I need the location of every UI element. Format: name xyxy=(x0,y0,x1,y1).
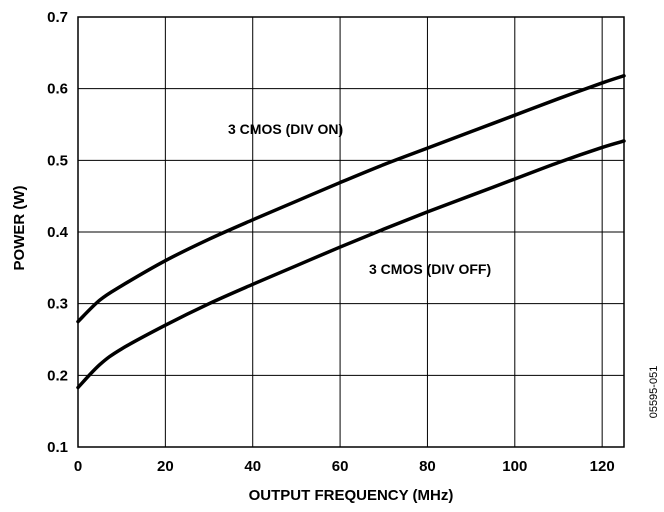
series-line-div-off xyxy=(76,139,626,390)
x-axis-title: OUTPUT FREQUENCY (MHz) xyxy=(249,487,454,504)
grid-lines xyxy=(77,16,624,448)
y-tick-label: 0.7 xyxy=(47,9,68,26)
x-tick-label: 100 xyxy=(502,458,527,475)
series-line-div-on xyxy=(76,74,626,324)
plot-frame xyxy=(77,16,625,448)
x-tick-label: 80 xyxy=(419,458,436,475)
series-label-div-on: 3 CMOS (DIV ON) xyxy=(228,121,343,137)
figure-id-label: 05595-051 xyxy=(648,366,660,419)
series-layer xyxy=(76,74,626,390)
y-tick-label: 0.4 xyxy=(47,224,69,241)
y-tick-label: 0.2 xyxy=(47,367,68,384)
x-tick-labels: 0 20 40 60 80 100 120 xyxy=(74,458,615,475)
y-tick-label: 0.6 xyxy=(47,81,68,98)
y-axis-title: POWER (W) xyxy=(11,186,28,271)
x-tick-label: 120 xyxy=(590,458,615,475)
y-tick-label: 0.1 xyxy=(47,439,68,456)
y-tick-label: 0.5 xyxy=(47,152,68,169)
x-tick-label: 60 xyxy=(332,458,349,475)
series-label-div-off: 3 CMOS (DIV OFF) xyxy=(369,261,491,277)
x-tick-label: 0 xyxy=(74,458,82,475)
x-tick-label: 40 xyxy=(244,458,261,475)
x-tick-label: 20 xyxy=(157,458,174,475)
y-tick-label: 0.3 xyxy=(47,296,68,313)
y-tick-labels: 0.1 0.2 0.3 0.4 0.5 0.6 0.7 xyxy=(47,9,69,456)
